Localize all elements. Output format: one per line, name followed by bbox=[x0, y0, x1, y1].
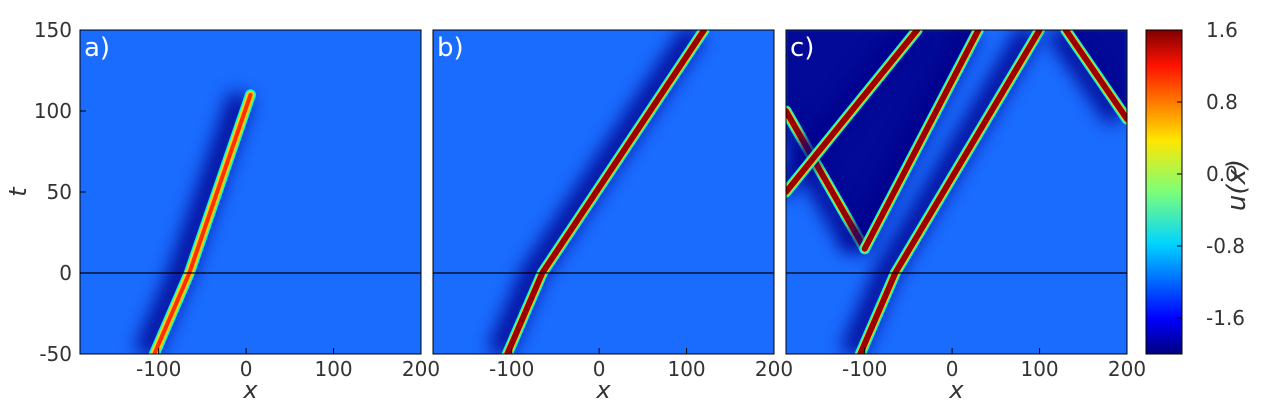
soliton-core bbox=[786, 30, 921, 195]
x-axis-label: x bbox=[948, 376, 964, 404]
panel-label: a) bbox=[84, 33, 110, 63]
y-tick-label: 0 bbox=[59, 261, 72, 285]
panel-background bbox=[80, 30, 421, 354]
field-plot bbox=[786, 30, 1127, 354]
soliton-core bbox=[861, 30, 982, 252]
x-tick-label: 200 bbox=[755, 357, 793, 381]
x-tick-label: 200 bbox=[1108, 357, 1146, 381]
soliton-wake bbox=[786, 30, 918, 200]
panel-3: c) -100 0 100 200 x bbox=[785, 29, 1146, 404]
colorbar-tick-label: 0.0 bbox=[1206, 162, 1238, 186]
colorbar-tick-label: 0.8 bbox=[1206, 90, 1238, 114]
panel-2: b) -100 0 100 200 x bbox=[432, 29, 793, 404]
colorbar: 1.6 0.8 0.0 -0.8 -1.6 u(x) bbox=[1145, 18, 1252, 355]
colorbar-tick-label: 1.6 bbox=[1206, 18, 1238, 42]
panel-frame bbox=[432, 29, 775, 355]
colorbar-gradient bbox=[1145, 29, 1183, 355]
panel-label: b) bbox=[437, 33, 464, 63]
soliton-wake bbox=[1046, 30, 1127, 126]
soliton-core bbox=[1062, 30, 1127, 123]
x-tick-label: -100 bbox=[136, 357, 181, 381]
colorbar-tick-label: -1.6 bbox=[1206, 306, 1245, 330]
panel-background bbox=[433, 30, 774, 354]
soliton-wake bbox=[845, 30, 981, 255]
x-tick-label: 100 bbox=[1020, 357, 1058, 381]
x-tick-label: 100 bbox=[667, 357, 705, 381]
panel-1: a) -100 0 100 200 x -50 0 50 100 150 t bbox=[4, 18, 440, 404]
x-tick-label: 0 bbox=[593, 357, 606, 381]
x-tick-label: 0 bbox=[946, 357, 959, 381]
x-axis-label: x bbox=[595, 376, 611, 404]
x-tick-label: 100 bbox=[314, 357, 352, 381]
y-tick-label: 100 bbox=[34, 99, 72, 123]
colorbar-ticks: 1.6 0.8 0.0 -0.8 -1.6 bbox=[1177, 18, 1245, 330]
y-tick-label: 150 bbox=[34, 18, 72, 42]
x-tick-label: 0 bbox=[240, 357, 253, 381]
panel-label: c) bbox=[790, 33, 814, 63]
y-tick-label: 50 bbox=[47, 180, 72, 204]
panels: a) -100 0 100 200 x -50 0 50 100 150 t b) -100 0 100 200… bbox=[4, 18, 1146, 404]
x-axis-label: x bbox=[242, 376, 258, 404]
x-tick-label: -100 bbox=[842, 357, 887, 381]
colorbar-tick-label: -0.8 bbox=[1206, 234, 1245, 258]
soliton-core bbox=[786, 108, 868, 252]
dark-region bbox=[1039, 30, 1127, 120]
y-tick-label: -50 bbox=[39, 342, 72, 366]
colorbar-label: u(x) bbox=[1222, 159, 1252, 211]
soliton-wake bbox=[786, 105, 867, 255]
panel-frame bbox=[785, 29, 1128, 355]
x-tick-label: 200 bbox=[402, 357, 440, 381]
x-tick-label: -100 bbox=[489, 357, 534, 381]
y-axis-label: t bbox=[4, 186, 32, 197]
